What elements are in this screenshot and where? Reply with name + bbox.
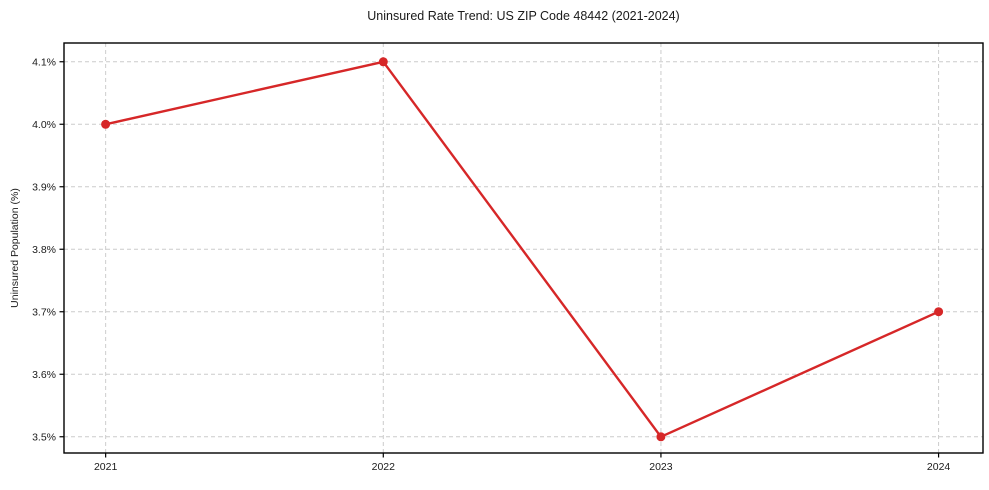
x-tick-label: 2022 [372,461,396,473]
y-tick-label: 3.8% [32,244,56,256]
data-point-2024 [934,307,944,317]
trend-line [104,60,940,438]
x-tick-label: 2021 [94,461,118,473]
y-tick-label: 3.9% [32,181,56,193]
chart-title: Uninsured Rate Trend: US ZIP Code 48442 … [367,9,680,23]
y-tick-label: 4.0% [32,119,56,131]
x-tick-label: 2024 [927,461,951,473]
y-tick-label: 4.1% [32,56,56,68]
y-tick-label: 3.6% [32,369,56,381]
y-tick-label: 3.7% [32,306,56,318]
axes-spines [63,42,984,454]
data-point-2022 [378,57,388,67]
data-point-2021 [101,119,111,129]
data-point-2023 [656,432,666,442]
y-tick-label: 3.5% [32,431,56,443]
x-tick-label: 2023 [649,461,673,473]
